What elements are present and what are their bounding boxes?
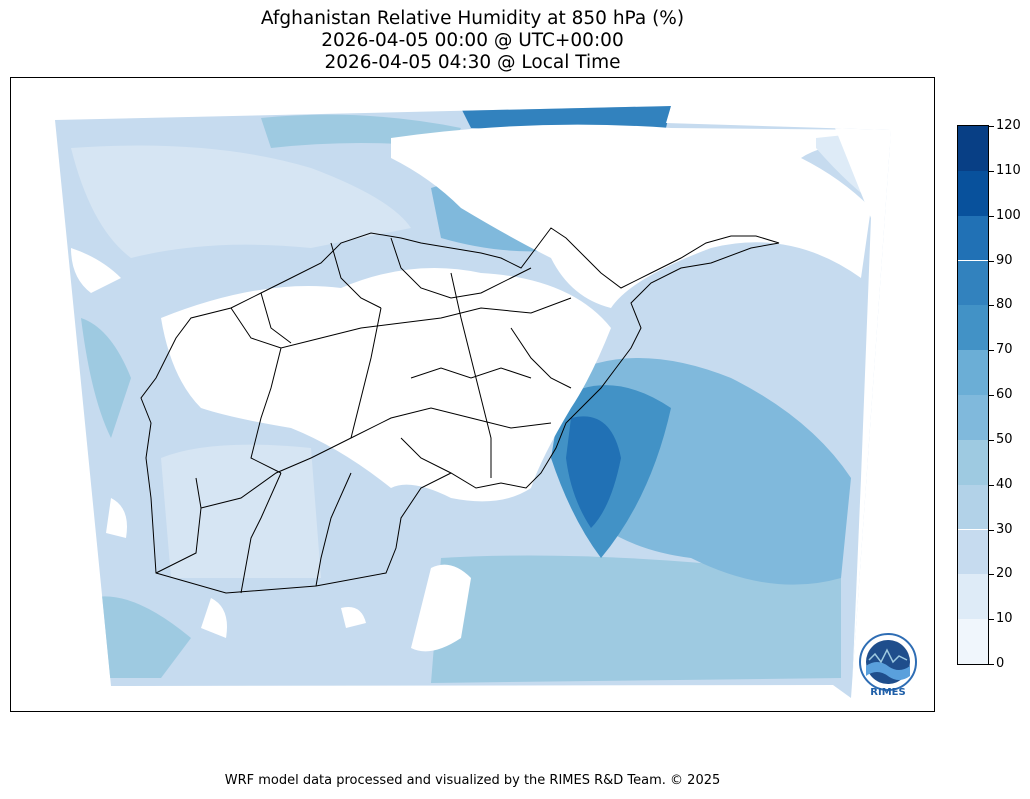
province-line [200,407,552,509]
province-line [400,437,452,474]
colorbar-tick-label: 20 [996,566,1013,582]
humidity-band-max [566,416,621,528]
footer-credit: WRF model data processed and visualized … [224,773,721,788]
colorbar [957,125,989,665]
province-line [250,347,282,474]
colorbar-tick [989,215,994,217]
rimes-logo: RIMES [855,632,921,702]
colorbar-segment [958,484,988,530]
afghanistan-border [140,227,780,594]
colorbar-tick-label: 10 [996,611,1013,627]
province-line [155,477,202,574]
province-line [240,472,282,594]
colorbar-segment [958,260,988,306]
no-data-area [341,607,366,628]
colorbar-tick [989,619,994,621]
colorbar-segment [958,439,988,485]
map-title: Afghanistan Relative Humidity at 850 hPa… [260,8,685,29]
colorbar-segment [958,305,988,351]
colorbar-tick [989,350,994,352]
colorbar-tick-label: 0 [996,656,1005,671]
humidity-map [55,106,891,698]
colorbar-tick [989,126,994,127]
colorbar-tick-label: 30 [996,521,1013,537]
no-data-area [106,498,127,538]
colorbar-tick [989,484,994,486]
colorbar-tick-label: 100 [996,207,1021,223]
colorbar-tick-label: 70 [996,342,1013,358]
province-line [260,292,292,344]
humidity-band-mid [91,596,191,678]
province-line [390,237,532,299]
humidity-band-mid [431,555,841,683]
colorbar-segment [958,574,988,620]
colorbar-segment [958,170,988,216]
logo-emblem-icon [859,633,917,691]
colorbar-segment [958,350,988,395]
country-boundaries [140,227,780,594]
colorbar-tick [989,574,994,576]
colorbar-segment [958,215,988,261]
no-data-area [71,248,121,293]
colorbar-segment [958,529,988,575]
colorbar-segment [958,395,988,440]
humidity-band-light [161,444,321,578]
colorbar-tick [989,529,994,531]
province-line [230,297,572,349]
colorbar-segment [958,126,988,171]
local-time: 2026-04-05 04:30 @ Local Time [324,52,621,73]
province-line [510,327,572,389]
colorbar-tick [989,260,994,262]
colorbar-tick [989,170,994,172]
colorbar-tick-label: 110 [996,162,1021,178]
province-line [450,272,492,478]
no-data-area [411,564,471,652]
province-line [330,242,382,309]
utc-time: 2026-04-05 00:00 @ UTC+00:00 [321,30,624,51]
colorbar-tick-label: 90 [996,252,1013,268]
humidity-band-light [71,145,411,258]
humidity-band-high [461,106,671,131]
colorbar-tick [989,664,994,665]
colorbar-tick-label: 50 [996,431,1013,447]
colorbar-tick [989,439,994,441]
province-line [315,472,352,587]
colorbar-tick-label: 60 [996,387,1013,402]
province-line [350,307,382,439]
colorbar-segment [958,619,988,664]
humidity-band-mid [81,318,131,438]
no-data-area [201,598,227,638]
colorbar-tick-label: 80 [996,297,1013,313]
logo-label: RIMES [870,687,906,698]
colorbar-tick-label: 40 [996,476,1013,492]
colorbar-tick [989,395,994,396]
colorbar-tick [989,305,994,307]
no-data-area [391,124,891,309]
province-line [410,367,532,379]
map-panel [10,77,935,712]
no-data-area [161,268,611,502]
colorbar-tick-label: 120 [996,118,1021,133]
